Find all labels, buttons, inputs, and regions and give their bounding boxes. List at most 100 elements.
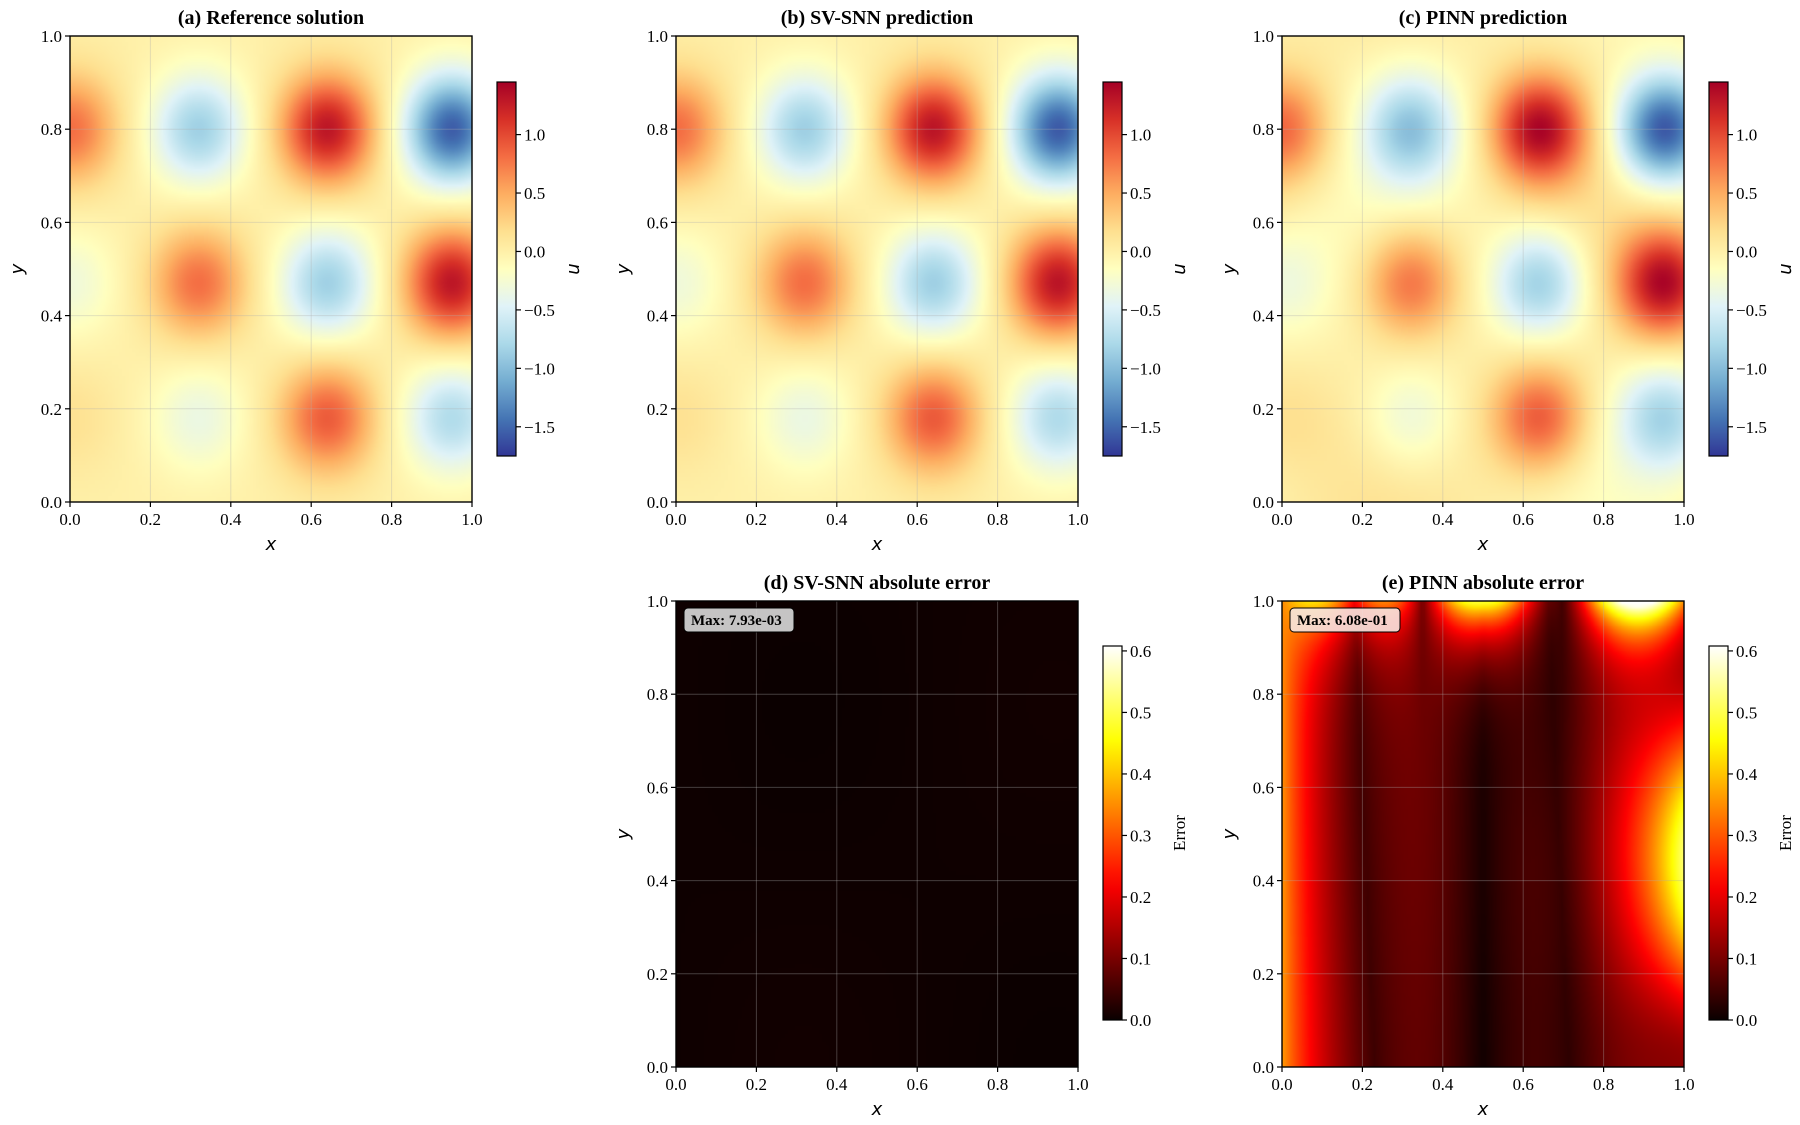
x-tick-label: 0.6 bbox=[301, 510, 322, 529]
x-tick-label: 0.4 bbox=[826, 1075, 848, 1094]
colorbar-tick-label: 0.0 bbox=[524, 242, 545, 261]
colorbar-tick-label: 0.2 bbox=[1736, 888, 1757, 907]
y-tick-label: 0.8 bbox=[647, 120, 668, 139]
colorbar bbox=[496, 81, 517, 457]
x-tick-label: 0.8 bbox=[1593, 1075, 1614, 1094]
colorbar-tick-label: 0.3 bbox=[1736, 826, 1757, 845]
colorbar-tick-label: 0.6 bbox=[1130, 642, 1151, 661]
panel-title: (c) PINN prediction bbox=[1399, 7, 1568, 29]
colorbar-tick-label: 0.6 bbox=[1736, 642, 1757, 661]
y-axis-label: y bbox=[1219, 263, 1240, 275]
colorbar-tick-label: 0.2 bbox=[1130, 888, 1151, 907]
y-tick-label: 0.8 bbox=[1253, 120, 1274, 139]
y-tick-label: 0.8 bbox=[1253, 685, 1274, 704]
x-tick-label: 0.2 bbox=[140, 510, 161, 529]
y-tick-label: 1.0 bbox=[1253, 27, 1274, 46]
colorbar-tick-label: −1.0 bbox=[524, 359, 555, 378]
x-tick-label: 1.0 bbox=[1673, 510, 1694, 529]
colorbar-label: Error bbox=[1776, 815, 1795, 851]
heatmap-e bbox=[1282, 601, 1684, 1067]
colorbar-tick-label: 1.0 bbox=[524, 126, 545, 145]
colorbar-tick-label: 0.4 bbox=[1736, 765, 1758, 784]
panel-title: (b) SV-SNN prediction bbox=[781, 7, 974, 29]
panel-title: (a) Reference solution bbox=[178, 7, 364, 29]
colorbar bbox=[1708, 81, 1729, 457]
panel-title: (e) PINN absolute error bbox=[1382, 572, 1584, 594]
x-tick-label: 0.4 bbox=[1432, 1075, 1454, 1094]
x-tick-label: 0.6 bbox=[1513, 1075, 1534, 1094]
y-axis-label: y bbox=[7, 263, 28, 275]
colorbar-tick-label: 0.4 bbox=[1130, 765, 1152, 784]
y-tick-label: 0.6 bbox=[647, 213, 668, 232]
panel-a: (a) Reference solution 0.0 0.2 0.4 0.6 0.8 1.0… bbox=[7, 7, 584, 555]
x-axis-label: x bbox=[871, 534, 883, 555]
y-tick-label: 1.0 bbox=[647, 27, 668, 46]
x-tick-label: 0.4 bbox=[1432, 510, 1454, 529]
colorbar-tick-label: −1.5 bbox=[524, 418, 555, 437]
colorbar-tick-label: 0.5 bbox=[1130, 184, 1151, 203]
colorbar-tick-label: −1.5 bbox=[1130, 418, 1161, 437]
y-axis-label: y bbox=[1219, 828, 1240, 840]
y-axis-label: y bbox=[613, 828, 634, 840]
y-tick-label: 0.2 bbox=[1253, 400, 1274, 419]
colorbar-tick-label: −1.0 bbox=[1130, 359, 1161, 378]
y-tick-label: 0.0 bbox=[647, 1058, 668, 1077]
x-tick-label: 0.6 bbox=[907, 1075, 928, 1094]
x-axis-label: x bbox=[871, 1099, 883, 1120]
heatmap-b bbox=[676, 36, 1078, 502]
panel-c: (c) PINN prediction 0.0 0.2 0.4 0.6 0.8 1.0 0.0… bbox=[1219, 7, 1796, 555]
x-axis-label: x bbox=[265, 534, 277, 555]
x-tick-label: 0.4 bbox=[220, 510, 242, 529]
y-tick-label: 0.0 bbox=[647, 493, 668, 512]
max-error-label: Max: 6.08e-01 bbox=[1297, 613, 1388, 629]
colorbar-tick-label: 0.3 bbox=[1130, 826, 1151, 845]
x-tick-label: 0.2 bbox=[746, 1075, 767, 1094]
x-tick-label: 0.6 bbox=[1513, 510, 1534, 529]
x-tick-label: 0.8 bbox=[987, 510, 1008, 529]
heatmap-c bbox=[1282, 36, 1684, 502]
y-tick-label: 0.0 bbox=[1253, 493, 1274, 512]
y-tick-label: 1.0 bbox=[647, 592, 668, 611]
x-tick-label: 0.0 bbox=[665, 510, 686, 529]
max-error-box bbox=[1289, 607, 1401, 633]
x-tick-label: 1.0 bbox=[461, 510, 482, 529]
y-tick-label: 0.8 bbox=[41, 120, 62, 139]
x-tick-label: 0.2 bbox=[1352, 1075, 1373, 1094]
plot-frame bbox=[1281, 35, 1685, 503]
y-tick-label: 0.0 bbox=[41, 493, 62, 512]
colorbar-tick-label: 0.5 bbox=[1130, 703, 1151, 722]
y-tick-label: 0.2 bbox=[647, 965, 668, 984]
y-tick-label: 0.4 bbox=[41, 307, 63, 326]
colorbar-tick-label: 0.1 bbox=[1736, 949, 1757, 968]
plot-frame bbox=[675, 35, 1079, 503]
y-tick-label: 0.6 bbox=[1253, 213, 1274, 232]
x-tick-label: 0.4 bbox=[826, 510, 848, 529]
panel-e: (e) PINN absolute error 0.0 0.2 0.4 0.6 0.8 1.… bbox=[1219, 572, 1795, 1120]
heatmap-a bbox=[70, 36, 472, 502]
colorbar-tick-label: 0.0 bbox=[1736, 1011, 1757, 1030]
x-tick-label: 0.8 bbox=[1593, 510, 1614, 529]
colorbar-label: u bbox=[1775, 263, 1796, 274]
x-tick-label: 0.8 bbox=[987, 1075, 1008, 1094]
x-tick-label: 0.8 bbox=[381, 510, 402, 529]
colorbar-tick-label: 0.5 bbox=[1736, 184, 1757, 203]
y-tick-label: 0.6 bbox=[41, 213, 62, 232]
x-tick-label: 0.6 bbox=[907, 510, 928, 529]
x-tick-label: 0.0 bbox=[1271, 1075, 1292, 1094]
y-tick-label: 0.4 bbox=[1253, 307, 1275, 326]
y-tick-label: 0.6 bbox=[647, 778, 668, 797]
y-tick-label: 0.2 bbox=[647, 400, 668, 419]
colorbar-label: Error bbox=[1170, 815, 1189, 851]
y-tick-label: 1.0 bbox=[1253, 592, 1274, 611]
y-tick-label: 0.2 bbox=[1253, 965, 1274, 984]
y-tick-label: 0.8 bbox=[647, 685, 668, 704]
colorbar bbox=[1102, 81, 1123, 457]
x-tick-label: 1.0 bbox=[1067, 1075, 1088, 1094]
colorbar-tick-label: −1.0 bbox=[1736, 359, 1767, 378]
colorbar-label: u bbox=[563, 263, 584, 274]
colorbar-tick-label: 0.0 bbox=[1736, 242, 1757, 261]
x-tick-label: 1.0 bbox=[1067, 510, 1088, 529]
colorbar bbox=[1102, 645, 1123, 1021]
colorbar-tick-label: 0.5 bbox=[1736, 703, 1757, 722]
colorbar-tick-label: 0.0 bbox=[1130, 242, 1151, 261]
